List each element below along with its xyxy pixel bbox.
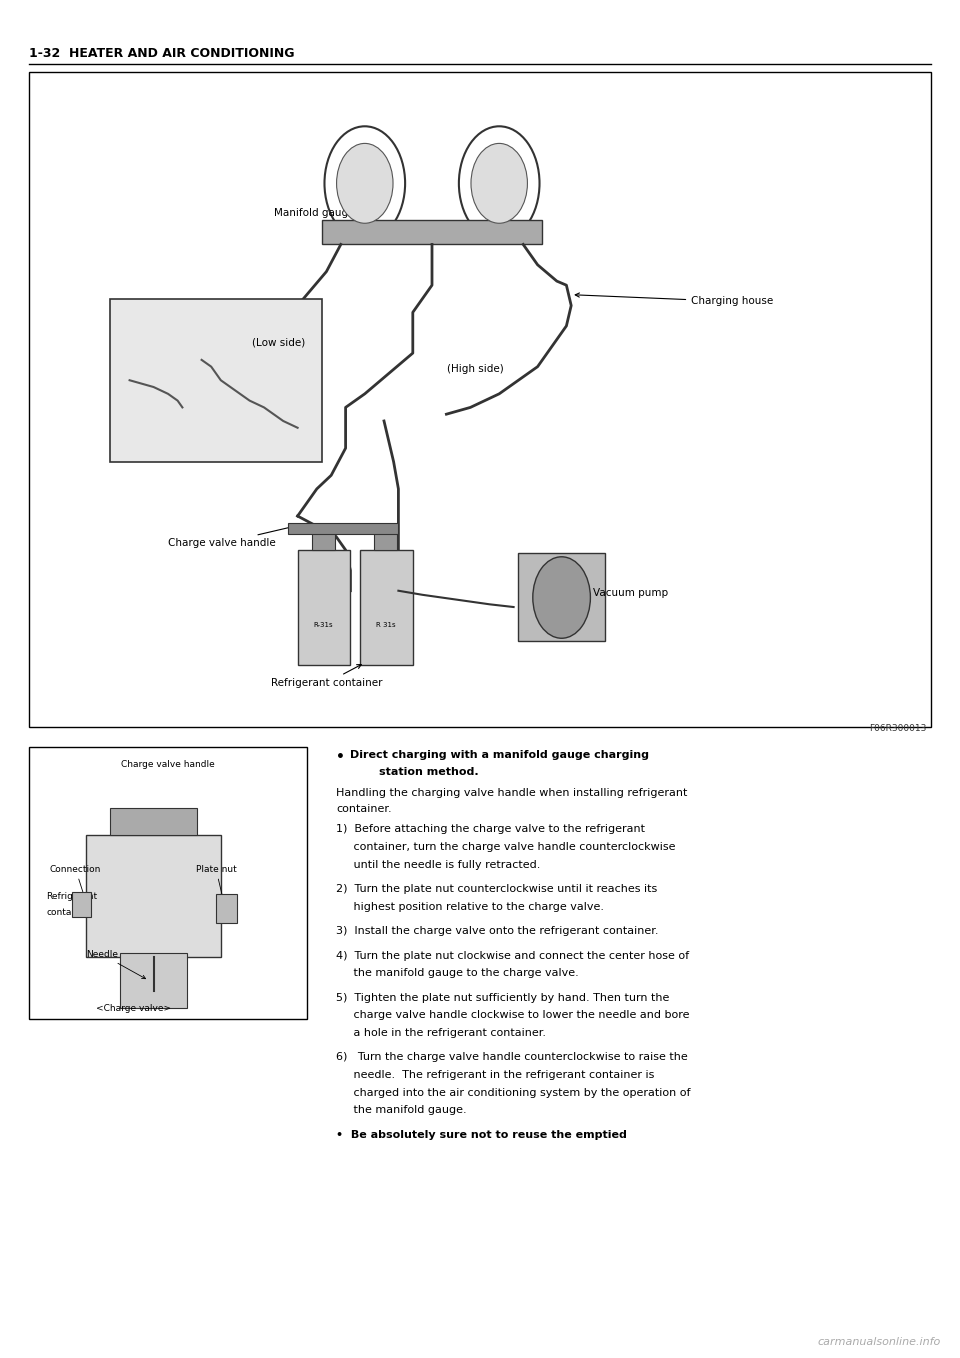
Text: charged into the air conditioning system by the operation of: charged into the air conditioning system…: [336, 1088, 690, 1097]
Bar: [216, 894, 237, 923]
Text: 1-32  HEATER AND AIR CONDITIONING: 1-32 HEATER AND AIR CONDITIONING: [29, 46, 295, 60]
Text: Charging house: Charging house: [575, 293, 774, 307]
Text: Handling the charging valve handle when installing refrigerant: Handling the charging valve handle when …: [336, 788, 687, 797]
Text: the manifold gauge.: the manifold gauge.: [336, 1105, 467, 1115]
FancyBboxPatch shape: [29, 72, 931, 727]
Text: (Low side): (Low side): [252, 337, 305, 348]
Text: Vacuum pump: Vacuum pump: [565, 588, 668, 599]
Text: needle.  The refrigerant in the refrigerant container is: needle. The refrigerant in the refrigera…: [336, 1070, 655, 1080]
Text: until the needle is fully retracted.: until the needle is fully retracted.: [336, 860, 540, 869]
Text: R 31s: R 31s: [376, 622, 396, 627]
Bar: [322, 220, 542, 244]
Text: Refrigerant: Refrigerant: [46, 892, 97, 900]
Text: •  Be absolutely sure not to reuse the emptied: • Be absolutely sure not to reuse the em…: [336, 1130, 627, 1139]
Text: 5)  Tighten the plate nut sufficiently by hand. Then turn the: 5) Tighten the plate nut sufficiently by…: [336, 993, 669, 1002]
Bar: [360, 550, 413, 665]
Text: Charge valve handle: Charge valve handle: [121, 760, 215, 769]
Circle shape: [337, 144, 393, 223]
Bar: [298, 550, 350, 665]
Text: 3)  Install the charge valve onto the refrigerant container.: 3) Install the charge valve onto the ref…: [336, 926, 659, 936]
FancyBboxPatch shape: [29, 747, 307, 1018]
Bar: [110, 808, 197, 835]
Text: the manifold gauge to the charge valve.: the manifold gauge to the charge valve.: [336, 968, 579, 978]
Text: station method.: station method.: [379, 767, 479, 777]
Text: container, turn the charge valve handle counterclockwise: container, turn the charge valve handle …: [336, 842, 676, 851]
Text: Manifold gauge: Manifold gauge: [274, 197, 375, 219]
Text: •: •: [336, 750, 345, 763]
Bar: [374, 530, 397, 550]
Text: carmanualsonline.info: carmanualsonline.info: [818, 1338, 941, 1347]
Text: container: container: [46, 909, 89, 917]
Text: charge valve handle clockwise to lower the needle and bore: charge valve handle clockwise to lower t…: [336, 1010, 689, 1020]
Text: container.: container.: [336, 804, 392, 813]
Text: 1)  Before attaching the charge valve to the refrigerant: 1) Before attaching the charge valve to …: [336, 824, 645, 834]
Bar: [518, 553, 605, 641]
Bar: [120, 953, 187, 1008]
Text: Plate nut: Plate nut: [196, 865, 236, 906]
Text: 6)   Turn the charge valve handle counterclockwise to raise the: 6) Turn the charge valve handle counterc…: [336, 1052, 687, 1062]
Text: Needle: Needle: [86, 951, 146, 979]
Text: a hole in the refrigerant container.: a hole in the refrigerant container.: [336, 1028, 546, 1038]
Bar: [110, 299, 322, 462]
Text: Refrigerant container: Refrigerant container: [271, 664, 382, 689]
Bar: [86, 835, 221, 957]
Bar: [72, 892, 91, 917]
Circle shape: [471, 144, 527, 223]
Text: (High side): (High side): [446, 364, 504, 375]
Text: 4)  Turn the plate nut clockwise and connect the center hose of: 4) Turn the plate nut clockwise and conn…: [336, 951, 689, 960]
Bar: [288, 523, 398, 534]
Bar: [312, 530, 335, 550]
Text: <Charge valve>: <Charge valve>: [96, 1005, 171, 1013]
Text: R-31s: R-31s: [314, 622, 333, 627]
Text: highest position relative to the charge valve.: highest position relative to the charge …: [336, 902, 604, 911]
Text: F06R300013: F06R300013: [869, 724, 926, 733]
Text: Direct charging with a manifold gauge charging: Direct charging with a manifold gauge ch…: [350, 750, 649, 759]
Text: Connection: Connection: [50, 865, 102, 899]
Text: Charge valve handle: Charge valve handle: [168, 526, 294, 549]
Text: 2)  Turn the plate nut counterclockwise until it reaches its: 2) Turn the plate nut counterclockwise u…: [336, 884, 658, 894]
Circle shape: [533, 557, 590, 638]
